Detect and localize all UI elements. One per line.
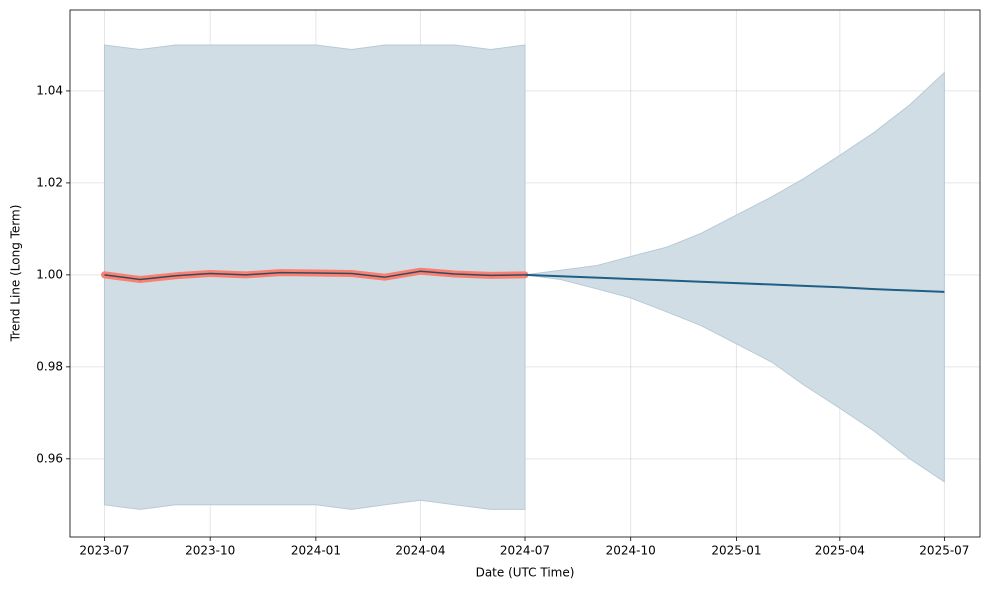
trend-forecast-line <box>524 273 945 293</box>
x-tick-label: 2023-07 <box>79 544 129 558</box>
y-tick-label: 0.96 <box>36 451 63 465</box>
uncertainty-band <box>524 71 945 483</box>
trend-history-line <box>104 270 526 281</box>
y-tick-label: 1.00 <box>36 267 63 281</box>
y-tick-label: 1.02 <box>36 175 63 189</box>
y-axis-title: Trend Line (Long Term) <box>9 205 23 343</box>
x-axis-title: Date (UTC Time) <box>476 566 575 580</box>
x-tick-label: 2024-01 <box>291 544 341 558</box>
y-tick-label: 0.98 <box>36 359 63 373</box>
x-tick-label: 2023-10 <box>185 544 235 558</box>
x-tick-label: 2025-01 <box>711 544 761 558</box>
x-tick-label: 2025-07 <box>919 544 969 558</box>
x-tick-label: 2024-04 <box>395 544 445 558</box>
y-tick-label: 1.04 <box>36 83 63 97</box>
x-tick-label: 2025-04 <box>815 544 865 558</box>
x-tick-label: 2024-10 <box>606 544 656 558</box>
x-tick-label: 2024-07 <box>500 544 550 558</box>
uncertainty-band <box>103 44 526 510</box>
plot-area <box>70 10 980 537</box>
